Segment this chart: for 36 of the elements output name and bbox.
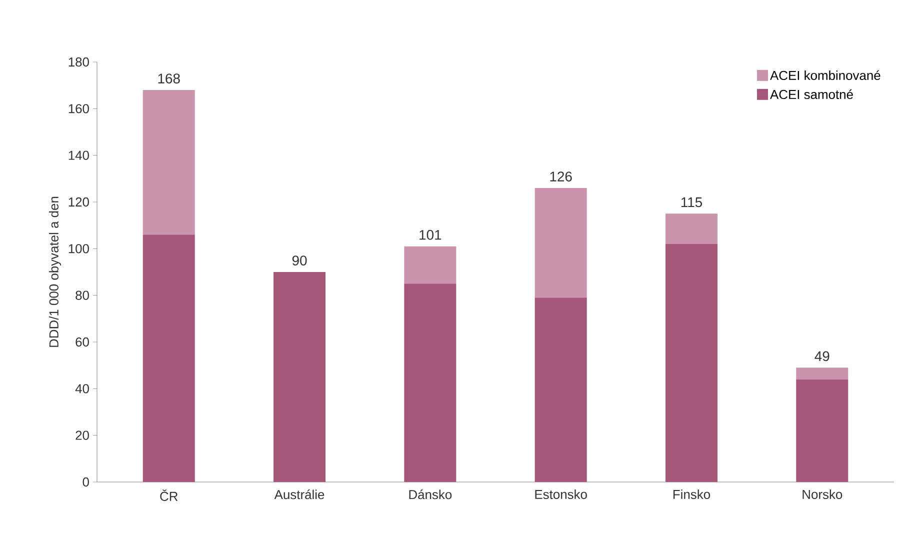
x-tick-label: Norsko [802,490,842,500]
y-tick-label: 160 [68,104,89,114]
total-label: 90 [292,256,307,266]
y-tick-label: 180 [68,57,89,67]
legend-label: ACEI kombinované [770,70,880,80]
total-label: 49 [814,351,830,362]
legend-label: ACEI samotné [770,89,853,100]
bar [796,379,848,482]
bar [665,244,718,482]
y-tick-label: 60 [76,337,89,347]
x-tick-label: ČR [160,490,178,501]
bar [142,90,195,235]
bar [404,284,456,482]
total-label: 101 [420,230,442,240]
total-label: 126 [550,172,572,182]
bar [142,234,195,482]
y-tick-label: 140 [68,150,89,160]
y-tick-label: 120 [68,197,89,207]
x-tick-label: Dánsko [409,490,452,500]
y-tick-label: 0 [82,477,89,487]
y-tick-label: 20 [76,430,89,440]
x-tick-label: Estonsko [535,490,587,500]
y-tick-label: 80 [76,290,89,300]
bar [796,368,848,380]
total-label: 168 [158,74,180,84]
y-axis-title: DDD/1 000 obyvatel a den [48,196,62,347]
bar [534,188,587,298]
x-tick-label: Finsko [673,490,710,500]
bar [534,298,587,482]
y-tick-label: 100 [68,244,89,254]
y-tick-label: 40 [75,384,89,394]
total-label: 115 [681,197,702,208]
bar [665,214,718,244]
bar [404,246,456,284]
x-tick-label: Austrálie [274,490,324,500]
bar [274,272,326,482]
